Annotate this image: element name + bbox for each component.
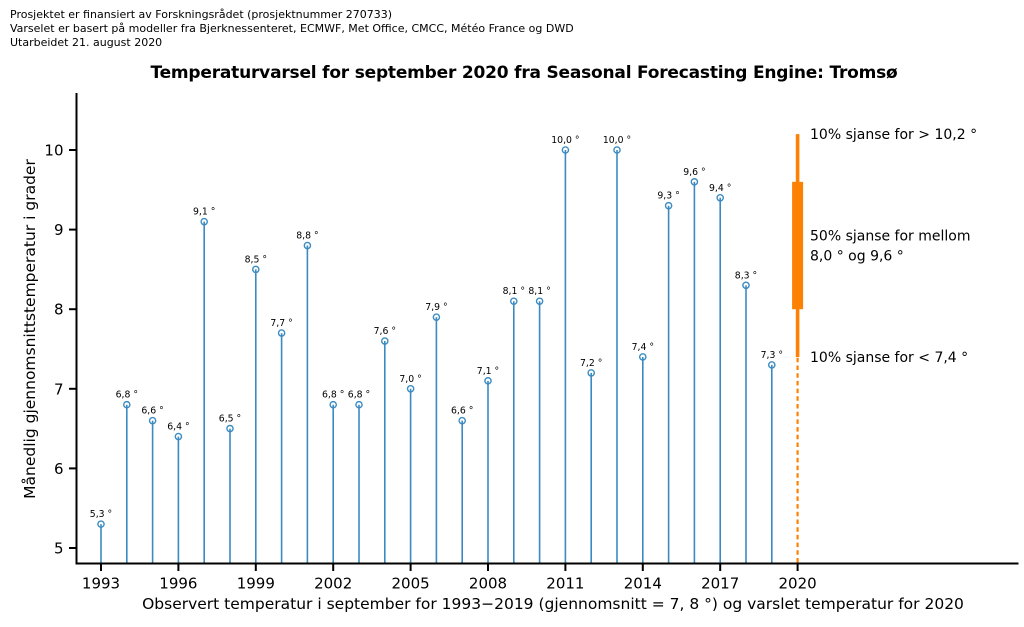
y-tick-label: 5 xyxy=(54,540,64,558)
chart-title: Temperaturvarsel for september 2020 fra … xyxy=(150,63,898,83)
header-note-line-2: Varselet er basert på modeller fra Bjerk… xyxy=(10,22,574,35)
x-tick-label: 1999 xyxy=(237,575,275,593)
stem-value-label: 7,9 ° xyxy=(425,302,447,313)
stem-value-label: 6,5 ° xyxy=(219,414,241,425)
forecast-annotation: 50% sjanse for mellom xyxy=(810,229,971,245)
y-tick-label: 8 xyxy=(54,301,64,319)
x-tick-label: 2020 xyxy=(779,575,817,593)
forecast-50pct-bar xyxy=(792,181,804,310)
stem-marker xyxy=(432,313,441,321)
stem-value-label: 10,0 ° xyxy=(603,135,631,146)
y-tick-label: 6 xyxy=(54,460,64,478)
y-tick-label: 10 xyxy=(44,142,63,160)
stem-value-label: 7,1 ° xyxy=(477,366,499,377)
y-tick-label: 7 xyxy=(54,380,64,398)
stem-marker xyxy=(200,217,208,226)
forecast-annotation: 8,0 ° og 9,6 ° xyxy=(810,249,904,265)
stem-marker xyxy=(613,146,621,154)
stem-value-label: 7,4 ° xyxy=(632,342,654,353)
y-tick-label: 9 xyxy=(54,221,64,239)
stem-marker xyxy=(174,432,183,441)
stem-marker xyxy=(484,377,492,385)
stem-value-label: 9,3 ° xyxy=(657,191,679,202)
stem-value-label: 6,4 ° xyxy=(167,422,189,433)
stem-marker xyxy=(639,353,647,361)
stem-marker xyxy=(303,241,312,250)
header-note: Prosjektet er finansiert av Forskningsrå… xyxy=(10,8,574,50)
stem-marker xyxy=(587,369,596,377)
stem-value-label: 6,8 ° xyxy=(116,390,138,401)
stem-value-label: 6,6 ° xyxy=(141,406,163,417)
stem-value-label: 9,1 ° xyxy=(193,207,215,218)
stem-value-label: 8,1 ° xyxy=(503,286,525,297)
stem-value-label: 9,4 ° xyxy=(709,183,731,194)
stem-marker xyxy=(664,201,673,210)
x-tick-label: 2005 xyxy=(392,575,430,593)
stem-marker xyxy=(123,400,131,409)
stem-marker xyxy=(329,400,338,409)
stem-marker xyxy=(535,297,544,306)
stem-marker xyxy=(716,193,725,202)
stem-marker xyxy=(97,520,105,528)
stem-marker xyxy=(148,416,157,425)
stem-value-label: 7,3 ° xyxy=(761,350,783,361)
stem-marker xyxy=(226,424,234,433)
stem-marker xyxy=(406,384,415,393)
stem-value-label: 6,8 ° xyxy=(322,390,344,401)
header-note-line-1: Prosjektet er finansiert av Forskningsrå… xyxy=(10,8,393,21)
stem-value-label: 9,6 ° xyxy=(683,167,705,178)
stem-value-label: 7,7 ° xyxy=(270,318,292,329)
forecast-annotation: 10% sjanse for > 10,2 ° xyxy=(810,127,977,143)
stem-marker xyxy=(251,265,260,274)
stem-marker xyxy=(355,400,363,409)
x-tick-label: 1993 xyxy=(82,575,120,593)
x-tick-label: 2017 xyxy=(701,575,739,593)
forecast-annotation: 10% sjanse for < 7,4 ° xyxy=(810,350,968,366)
stem-marker xyxy=(690,178,699,186)
stem-value-label: 6,6 ° xyxy=(451,406,473,417)
stem-value-label: 5,3 ° xyxy=(90,509,112,520)
stem-value-label: 8,1 ° xyxy=(528,286,550,297)
stem-marker xyxy=(768,361,776,369)
stem-marker xyxy=(458,416,467,425)
x-tick-label: 2008 xyxy=(469,575,507,593)
stem-marker xyxy=(509,297,518,306)
stem-marker xyxy=(561,146,570,154)
stem-value-label: 7,6 ° xyxy=(374,326,396,337)
x-axis-label: Observert temperatur i september for 199… xyxy=(142,595,964,613)
stem-value-label: 6,8 ° xyxy=(348,390,370,401)
axis-spines xyxy=(75,93,1019,565)
x-tick-label: 2014 xyxy=(624,575,662,593)
stem-value-label: 8,3 ° xyxy=(735,270,757,281)
stem-value-label: 8,5 ° xyxy=(245,254,267,265)
stem-marker xyxy=(277,329,286,337)
x-tick-label: 2002 xyxy=(314,575,352,593)
stem-marker xyxy=(742,281,750,290)
stem-marker xyxy=(380,337,389,345)
stem-value-label: 8,8 ° xyxy=(296,231,318,242)
stem-value-label: 7,2 ° xyxy=(580,358,602,369)
stem-value-label: 10,0 ° xyxy=(551,135,579,146)
stem-value-label: 7,0 ° xyxy=(399,374,421,385)
x-tick-label: 2011 xyxy=(546,575,584,593)
x-tick-label: 1996 xyxy=(159,575,197,593)
header-note-line-3: Utarbeidet 21. august 2020 xyxy=(10,36,163,49)
